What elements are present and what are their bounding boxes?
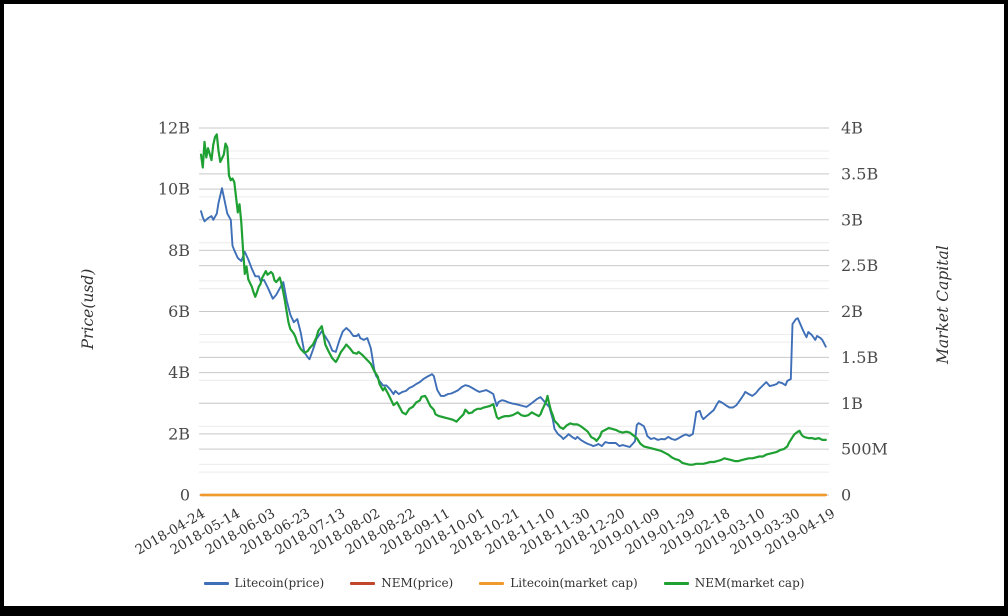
right-axis-tick-label: 500M	[841, 440, 888, 459]
right-axis-tick-label: 4B	[841, 119, 863, 138]
legend-item-litecoin-market-cap[interactable]: Litecoin(market cap)	[479, 576, 638, 590]
series-litecoin-price-line	[200, 187, 827, 448]
legend-label: Litecoin(market cap)	[510, 576, 638, 590]
right-axis-tick-label: 3B	[841, 210, 863, 229]
legend-label: Litecoin(price)	[234, 576, 325, 590]
right-axis-tick-label: 2B	[841, 302, 863, 321]
left-axis-tick-label: 8B	[168, 241, 190, 260]
right-axis-tick-label: 1.5B	[841, 348, 878, 367]
chart-canvas: 0 2B 4B 6B 8B 10B 12B 0 500M 1B 1.5B 2B 2.5B 3B 3.5B 4B…	[133, 119, 888, 559]
legend-swatch-litecoin-market-cap	[479, 581, 505, 585]
right-axis-title: Market Capital	[934, 245, 952, 364]
legend-swatch-litecoin-price	[203, 581, 229, 585]
legend-item-litecoin-price[interactable]: Litecoin(price)	[203, 576, 325, 590]
legend-item-nem-price[interactable]: NEM(price)	[350, 576, 453, 590]
right-axis-tick-label: 1B	[841, 394, 863, 413]
left-axis-tick-label: 10B	[158, 180, 190, 199]
left-axis-tick-label: 6B	[168, 302, 190, 321]
left-axis-tick-label: 12B	[158, 119, 190, 138]
legend: Litecoin(price) NEM(price) Litecoin(market…	[4, 576, 1004, 590]
legend-item-nem-market-cap[interactable]: NEM(market cap)	[663, 576, 805, 590]
legend-swatch-nem-market-cap	[663, 581, 689, 585]
series-nem-market-cap-line	[199, 133, 827, 466]
right-axis-tick-label: 3.5B	[841, 164, 878, 183]
right-axis-tick-label: 0	[841, 486, 851, 505]
legend-label: NEM(price)	[381, 576, 454, 590]
left-axis-title: Price(usd)	[79, 268, 97, 350]
legend-swatch-nem-price	[350, 581, 376, 585]
right-axis-tick-label: 2.5B	[841, 256, 878, 275]
legend-label: NEM(market cap)	[694, 576, 805, 590]
left-axis-tick-label: 2B	[168, 424, 190, 443]
left-axis-tick-label: 0	[180, 486, 190, 505]
left-axis-tick-label: 4B	[168, 363, 190, 382]
